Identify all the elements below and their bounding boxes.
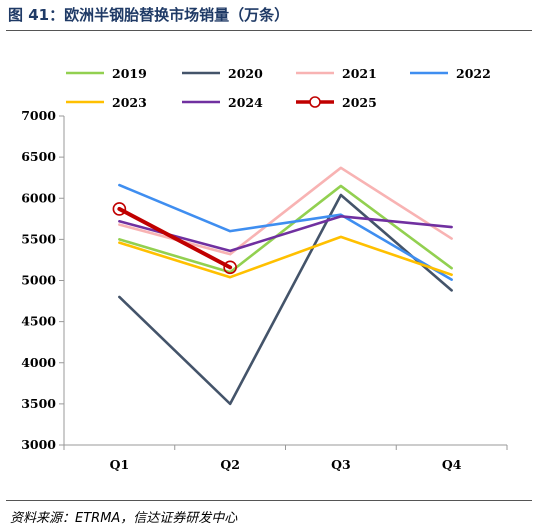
y-tick-label: 7000 <box>21 108 56 123</box>
series-line-2021 <box>118 166 453 256</box>
legend-label-2019: 2019 <box>112 66 147 81</box>
legend-label-2025: 2025 <box>342 95 377 110</box>
legend-label-2023: 2023 <box>112 95 147 110</box>
y-tick-label: 4500 <box>21 314 56 329</box>
legend-label-2024: 2024 <box>228 95 263 110</box>
x-tick-label: Q4 <box>442 457 462 472</box>
line-chart: 2019 2020 2021 2022 2023 2024 2025 3000 3500 400… <box>21 66 508 472</box>
chart-axes: 3000 3500 4000 4500 5000 5500 6000 6500 7000 Q1 Q2… <box>21 108 508 472</box>
chart-series <box>112 166 453 406</box>
legend-label-2020: 2020 <box>228 66 263 81</box>
x-tick-label: Q3 <box>331 457 351 472</box>
y-tick-label: 6500 <box>21 149 56 164</box>
data-point-2025 <box>112 202 127 216</box>
figure-title: 图 41：欧洲半钢胎替换市场销量（万条） <box>8 6 290 24</box>
legend-marker-2025 <box>309 96 321 108</box>
y-tick-label: 6000 <box>21 190 56 205</box>
y-tick-label: 4000 <box>21 355 56 370</box>
series-line-2023 <box>118 235 453 279</box>
source-note: 资料来源：ETRMA，信达证券研发中心 <box>10 511 238 526</box>
x-tick-label: Q2 <box>220 457 240 472</box>
y-tick-label: 5500 <box>21 231 56 246</box>
series-line-2025 <box>117 206 233 270</box>
chart-legend: 2019 2020 2021 2022 2023 2024 2025 <box>66 66 491 110</box>
legend-label-2022: 2022 <box>456 66 491 81</box>
y-tick-label: 3000 <box>21 437 56 452</box>
legend-label-2021: 2021 <box>342 66 377 81</box>
series-line-2022 <box>118 183 453 281</box>
title-rule <box>6 30 532 31</box>
series-line-2020 <box>118 193 453 406</box>
x-tick-label: Q1 <box>110 457 130 472</box>
y-tick-label: 3500 <box>21 396 56 411</box>
source-rule <box>6 500 532 501</box>
series-line-2019 <box>118 184 453 274</box>
data-point-2025 <box>223 260 237 275</box>
y-tick-label: 5000 <box>21 273 56 288</box>
